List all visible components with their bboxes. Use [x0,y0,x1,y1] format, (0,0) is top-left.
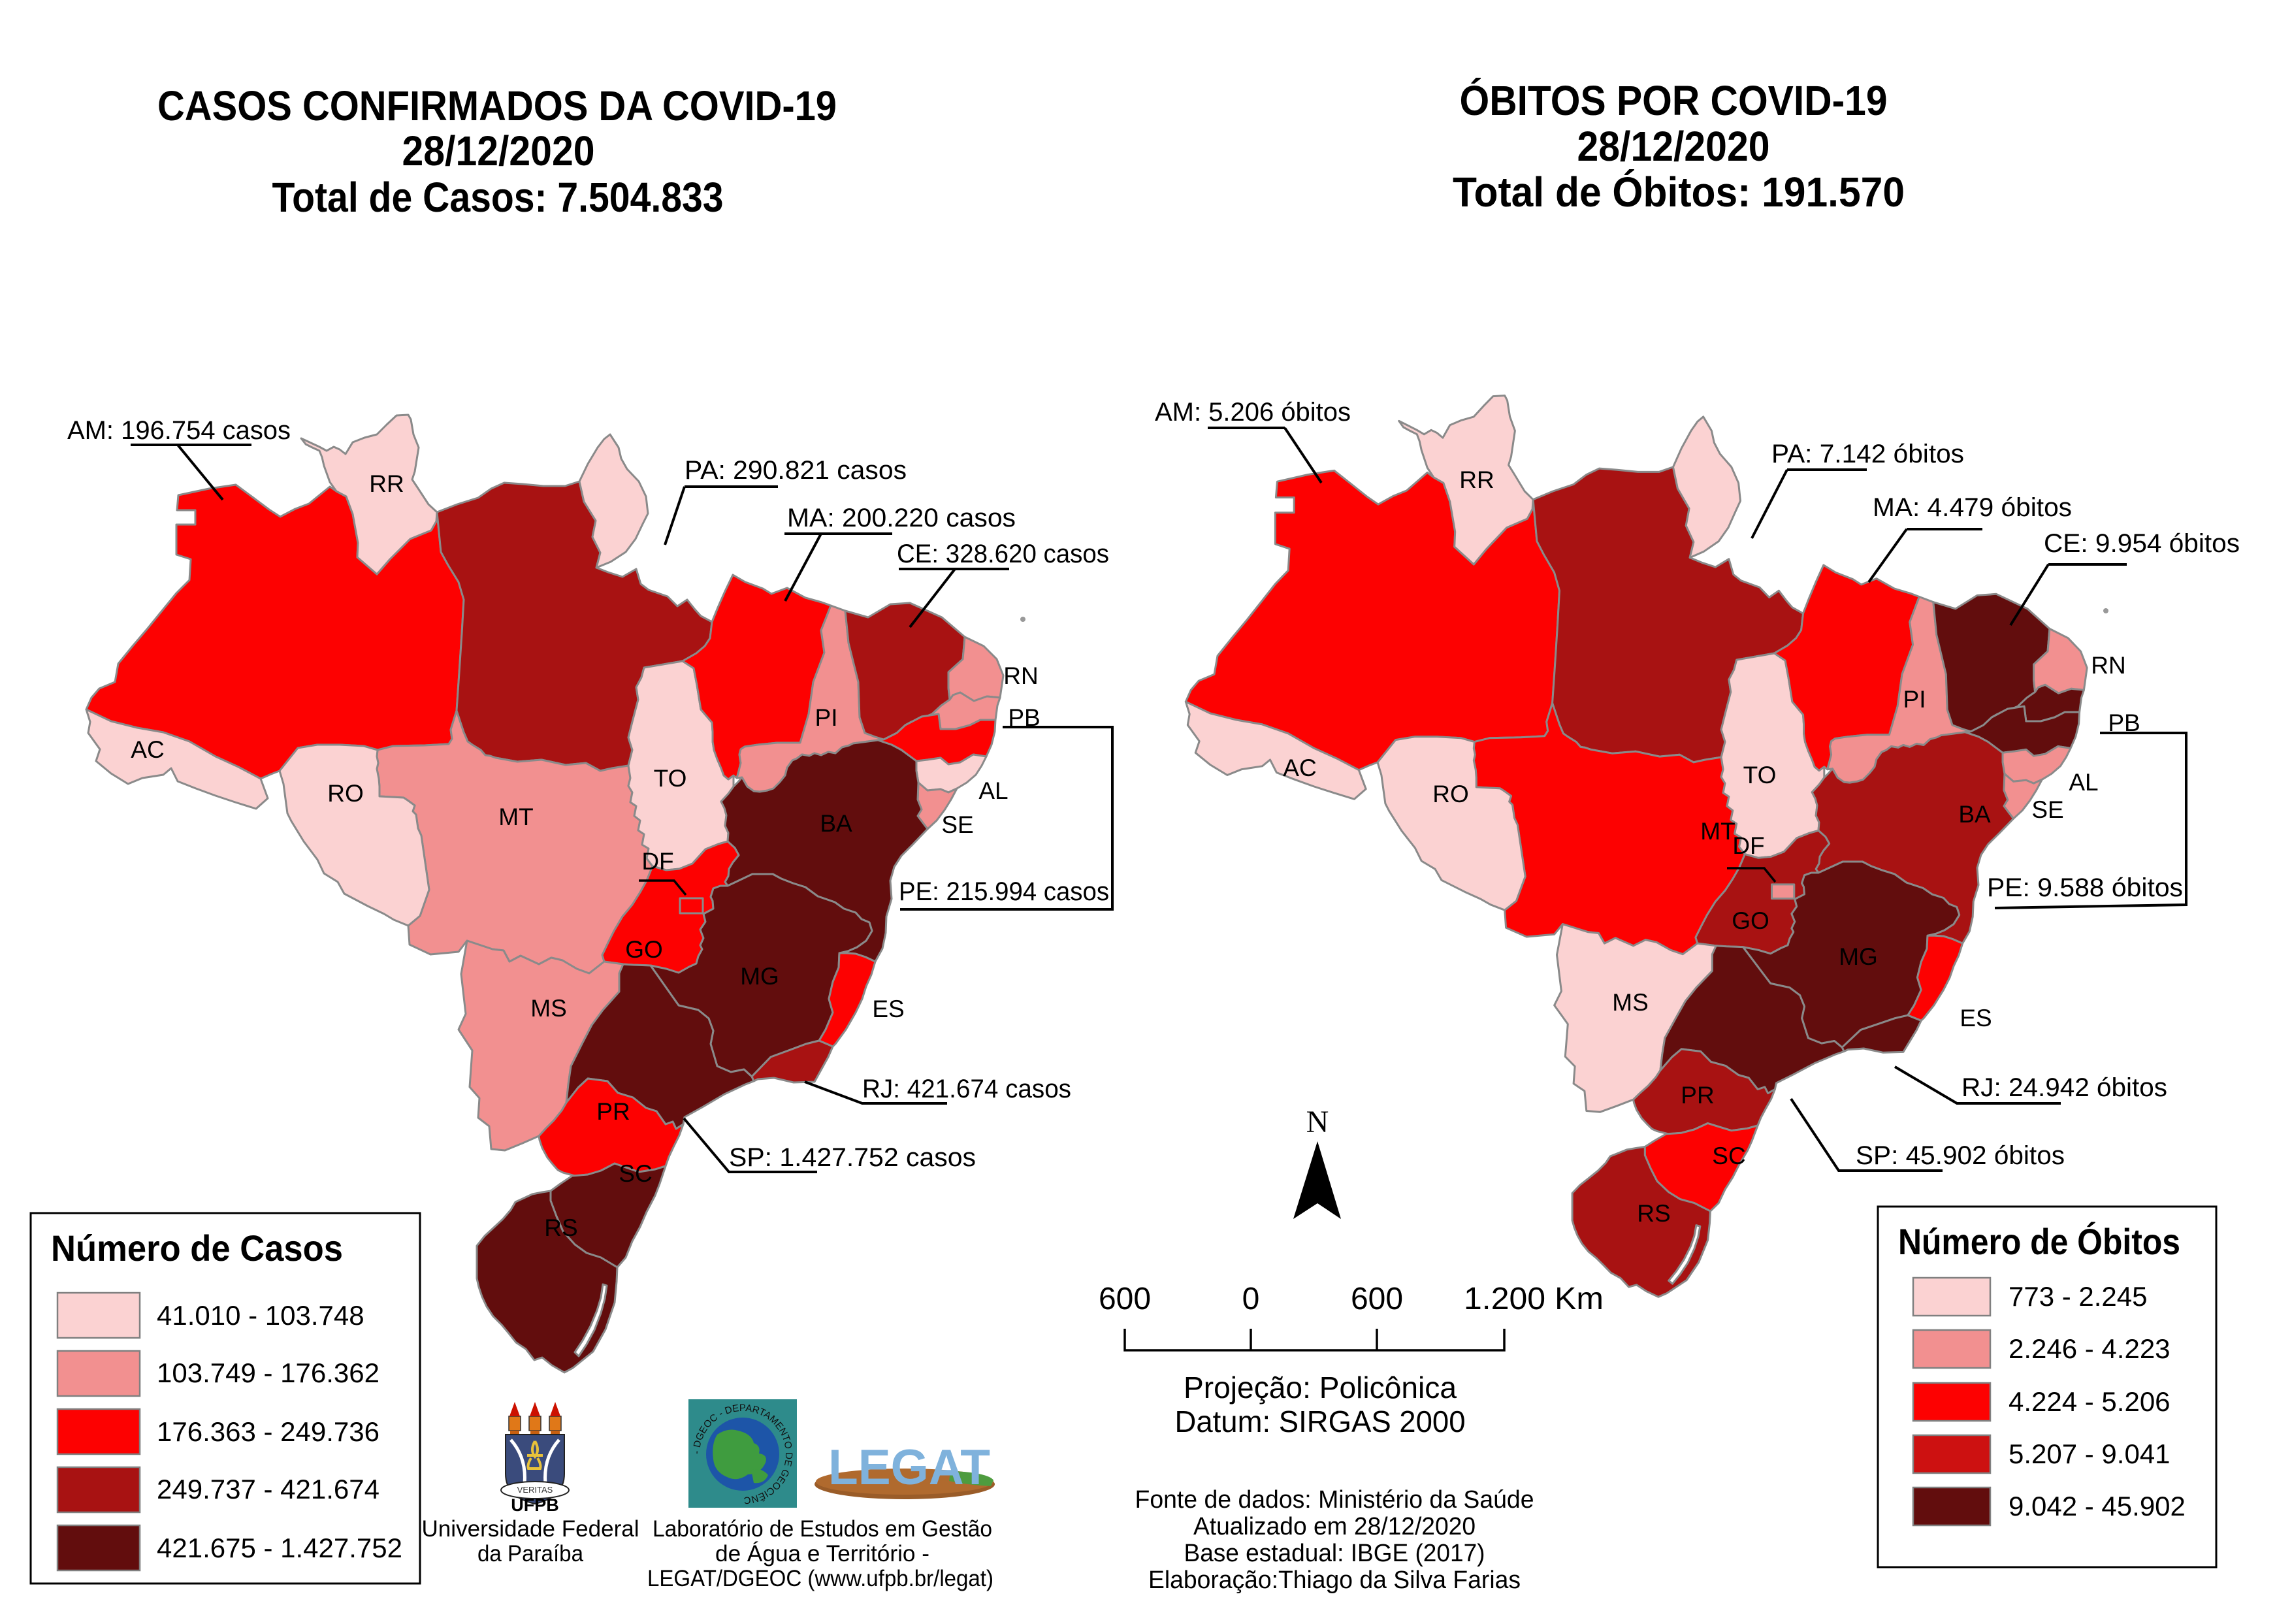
svg-text:TO: TO [1743,762,1777,788]
svg-text:AL: AL [978,777,1008,804]
svg-text:DF: DF [641,848,673,875]
svg-text:28/12/2020: 28/12/2020 [1577,123,1770,170]
svg-text:1.200 Km: 1.200 Km [1464,1282,1604,1316]
svg-text:AM: 196.754 casos: AM: 196.754 casos [67,416,291,445]
svg-text:Número de Casos: Número de Casos [51,1227,343,1269]
svg-text:PI: PI [815,704,838,731]
svg-text:BA: BA [1958,801,1991,828]
svg-text:MT: MT [498,804,533,830]
svg-text:Número de Óbitos: Número de Óbitos [1898,1221,2180,1262]
svg-text:AL: AL [2069,769,2098,796]
svg-text:RR: RR [369,470,404,497]
svg-text:Total de Casos: 7.504.833: Total de Casos: 7.504.833 [272,174,724,221]
svg-text:MS: MS [1612,989,1649,1016]
svg-text:MG: MG [740,963,779,990]
svg-text:RR: RR [1459,466,1494,493]
svg-text:ES: ES [872,996,904,1022]
svg-text:SE: SE [2031,796,2063,823]
svg-text:41.010 - 103.748: 41.010 - 103.748 [157,1300,364,1331]
svg-text:PE: 9.588 óbitos: PE: 9.588 óbitos [1987,873,2183,902]
svg-text:PE: 215.994 casos: PE: 215.994 casos [899,877,1109,906]
svg-text:RN: RN [1003,662,1038,689]
svg-text:LEGAT/DGEOC (www.ufpb.br/legat: LEGAT/DGEOC (www.ufpb.br/legat) [647,1566,993,1591]
svg-text:AM: 5.206 óbitos: AM: 5.206 óbitos [1155,398,1351,427]
svg-text:CE: 328.620 casos: CE: 328.620 casos [897,540,1109,568]
svg-text:4.224 - 5.206: 4.224 - 5.206 [2009,1386,2171,1417]
svg-text:CE: 9.954 óbitos: CE: 9.954 óbitos [2044,529,2240,558]
svg-text:RN: RN [2091,652,2125,679]
svg-text:PR: PR [596,1098,630,1125]
svg-text:da Paraíba: da Paraíba [477,1541,583,1567]
svg-text:Laboratório de Estudos em Gest: Laboratório de Estudos em Gestão [653,1516,992,1542]
svg-text:RS: RS [544,1214,577,1241]
svg-text:103.749 - 176.362: 103.749 - 176.362 [157,1357,379,1388]
svg-text:MA: 200.220 casos: MA: 200.220 casos [787,504,1016,532]
svg-text:249.737 - 421.674: 249.737 - 421.674 [157,1474,379,1504]
svg-text:PI: PI [1903,686,1926,713]
svg-text:421.675 - 1.427.752: 421.675 - 1.427.752 [157,1533,402,1563]
svg-text:GO: GO [1732,907,1769,934]
svg-text:TO: TO [654,765,687,792]
svg-text:9.042 - 45.902: 9.042 - 45.902 [2009,1491,2186,1521]
svg-text:ÓBITOS POR COVID-19: ÓBITOS POR COVID-19 [1460,77,1888,124]
svg-text:600: 600 [1099,1282,1151,1316]
svg-text:AC: AC [1283,755,1316,781]
svg-text:RJ: 421.674 casos: RJ: 421.674 casos [862,1075,1071,1103]
svg-text:Datum: SIRGAS 2000: Datum: SIRGAS 2000 [1175,1405,1466,1438]
svg-text:2.246 - 4.223: 2.246 - 4.223 [2009,1333,2171,1364]
svg-text:SP: 1.427.752 casos: SP: 1.427.752 casos [729,1143,976,1172]
svg-text:Atualizado em 28/12/2020: Atualizado em 28/12/2020 [1193,1513,1476,1540]
svg-text:VERITAS: VERITAS [517,1485,553,1495]
svg-text:RO: RO [327,780,364,807]
svg-text:MT: MT [1700,818,1735,845]
svg-text:RS: RS [1637,1200,1670,1227]
svg-text:SC: SC [619,1160,652,1187]
svg-text:CASOS CONFIRMADOS DA COVID-19: CASOS CONFIRMADOS DA COVID-19 [157,82,837,129]
svg-text:176.363 - 249.736: 176.363 - 249.736 [157,1416,379,1447]
svg-text:MG: MG [1839,943,1878,970]
svg-text:BA: BA [820,810,852,837]
svg-text:DF: DF [1732,832,1764,859]
svg-text:5.207 - 9.041: 5.207 - 9.041 [2009,1438,2171,1469]
svg-text:MA: 4.479 óbitos: MA: 4.479 óbitos [1873,493,2072,522]
svg-text:0: 0 [1242,1282,1260,1316]
svg-text:GO: GO [625,936,663,963]
svg-text:de Água e Território -: de Água e Território - [715,1541,929,1567]
svg-text:SC: SC [1712,1143,1745,1169]
svg-text:SE: SE [941,811,973,838]
svg-text:SP: 45.902 óbitos: SP: 45.902 óbitos [1856,1141,2065,1170]
svg-text:N: N [1306,1105,1329,1139]
svg-text:PA: 7.142 óbitos: PA: 7.142 óbitos [1771,440,1964,468]
svg-text:Projeção: Policônica: Projeção: Policônica [1184,1371,1457,1405]
svg-text:PA: 290.821 casos: PA: 290.821 casos [685,456,907,485]
svg-text:Universidade Federal: Universidade Federal [422,1516,639,1542]
svg-text:AC: AC [131,736,164,763]
svg-text:Base estadual: IBGE (2017): Base estadual: IBGE (2017) [1184,1540,1485,1567]
svg-text:UFPB: UFPB [511,1495,559,1515]
svg-text:LEGAT: LEGAT [828,1440,990,1495]
svg-text:773 - 2.245: 773 - 2.245 [2009,1281,2148,1312]
svg-text:600: 600 [1351,1282,1403,1316]
svg-text:RO: RO [1432,781,1469,807]
svg-text:28/12/2020: 28/12/2020 [402,127,595,174]
svg-text:ES: ES [1960,1005,1992,1031]
svg-text:RJ: 24.942 óbitos: RJ: 24.942 óbitos [1961,1073,2167,1102]
svg-text:PR: PR [1681,1082,1714,1109]
svg-text:Fonte de dados: Ministério da: Fonte de dados: Ministério da Saúde [1135,1486,1534,1514]
svg-text:Total de Óbitos: 191.570: Total de Óbitos: 191.570 [1453,169,1905,216]
svg-text:Elaboração:Thiago da Silva Far: Elaboração:Thiago da Silva Farias [1148,1567,1521,1594]
svg-text:MS: MS [530,995,567,1022]
